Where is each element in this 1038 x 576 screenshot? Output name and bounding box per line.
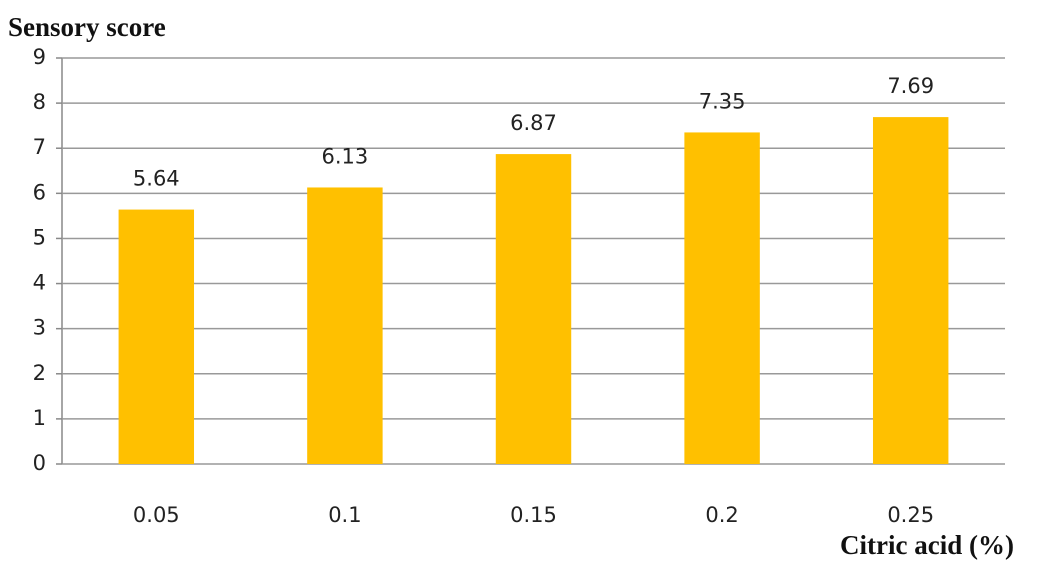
x-axis-title: Citric acid (%) <box>840 530 1014 560</box>
y-tick-label: 8 <box>33 90 46 114</box>
x-tick-label: 0.15 <box>510 503 557 527</box>
value-label: 5.64 <box>133 167 180 191</box>
value-label: 6.87 <box>510 111 557 135</box>
x-tick-label: 0.1 <box>328 503 361 527</box>
y-tick-label: 5 <box>33 225 46 249</box>
y-axis-title: Sensory score <box>8 12 166 42</box>
y-tick-label: 0 <box>33 451 46 475</box>
x-tick-label: 0.2 <box>705 503 738 527</box>
x-tick-label: 0.05 <box>133 503 180 527</box>
bar <box>118 209 195 464</box>
y-tick-label: 3 <box>33 316 46 340</box>
y-tick-label: 1 <box>33 406 46 430</box>
bar <box>684 132 760 464</box>
bar <box>307 187 383 465</box>
x-tick-label: 0.25 <box>887 503 934 527</box>
y-tick-label: 4 <box>33 271 46 295</box>
bar <box>872 117 949 465</box>
y-tick-label: 2 <box>33 361 46 385</box>
y-tick-label: 7 <box>33 135 46 159</box>
y-tick-label: 6 <box>33 180 46 204</box>
value-label: 7.35 <box>699 89 746 113</box>
value-label: 7.69 <box>887 74 934 98</box>
y-tick-label: 9 <box>33 45 46 69</box>
bar <box>495 154 572 464</box>
value-label: 6.13 <box>322 144 369 168</box>
